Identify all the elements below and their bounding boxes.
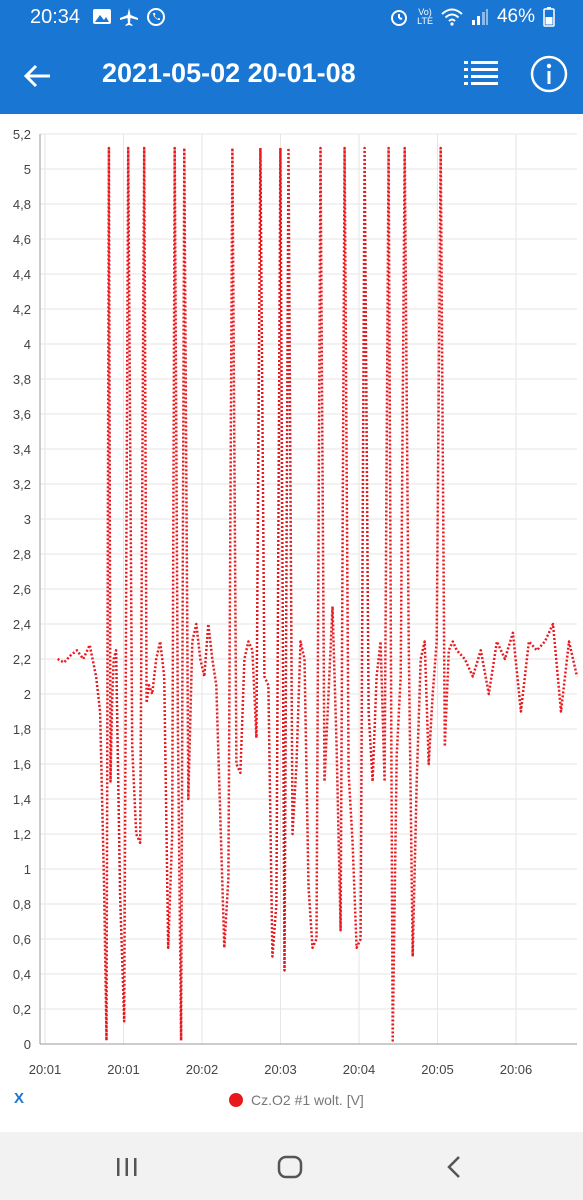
y-tick-label: 1 bbox=[24, 862, 31, 877]
y-tick-label: 4,6 bbox=[13, 232, 31, 247]
home-icon[interactable] bbox=[275, 1152, 305, 1182]
y-tick-label: 2,8 bbox=[13, 547, 31, 562]
y-tick-label: 2,4 bbox=[13, 617, 31, 632]
volte-label: Vo) bbox=[418, 7, 432, 17]
y-tick-label: 3,4 bbox=[13, 442, 31, 457]
y-tick-label: 0,8 bbox=[13, 897, 31, 912]
image-icon bbox=[93, 9, 111, 24]
x-tick-label: 20:03 bbox=[264, 1062, 297, 1077]
page-title: 2021-05-02 20-01-08 bbox=[102, 58, 356, 88]
line-chart[interactable]: 0 0,2 0,4 0,6 0,8 1 1,2 1,4 1,6 1,8 2 2,2 2,4 2,6 2,8 3… bbox=[0, 114, 583, 1132]
y-tick-label: 3,8 bbox=[13, 372, 31, 387]
y-tick-label: 5 bbox=[24, 162, 31, 177]
volte-indicator: Vo) LTE bbox=[417, 8, 433, 26]
battery-icon bbox=[543, 7, 555, 27]
battery-percent: 46% bbox=[496, 6, 535, 27]
airplane-icon bbox=[120, 8, 138, 26]
navigation-bar bbox=[0, 1132, 583, 1200]
x-tick-label: 20:06 bbox=[500, 1062, 533, 1077]
wifi-icon bbox=[441, 8, 463, 26]
app-bar: 2021-05-02 20-01-08 bbox=[0, 36, 583, 114]
y-tick-label: 4,2 bbox=[13, 302, 31, 317]
y-tick-label: 1,2 bbox=[13, 827, 31, 842]
legend-marker bbox=[229, 1093, 243, 1107]
y-tick-label: 4,8 bbox=[13, 197, 31, 212]
system-icons: Vo) LTE 46% bbox=[389, 6, 555, 28]
x-tick-label: 20:01 bbox=[107, 1062, 140, 1077]
y-tick-label: 2,2 bbox=[13, 652, 31, 667]
lte-label: LTE bbox=[417, 16, 433, 26]
y-tick-label: 0,4 bbox=[13, 967, 31, 982]
y-tick-label: 4 bbox=[24, 337, 31, 352]
back-icon[interactable] bbox=[440, 1152, 470, 1182]
x-tick-label: 20:04 bbox=[343, 1062, 376, 1077]
recent-apps-icon[interactable] bbox=[112, 1152, 142, 1182]
y-tick-label: 0,2 bbox=[13, 1002, 31, 1017]
status-bar: 20:34 Vo) LTE 46% bbox=[0, 0, 583, 36]
x-axis-toggle[interactable]: X bbox=[14, 1090, 25, 1107]
y-tick-label: 2,6 bbox=[13, 582, 31, 597]
y-tick-label: 3,6 bbox=[13, 407, 31, 422]
series-line-0 bbox=[57, 146, 579, 1042]
legend-label: Cz.O2 #1 wolt. [V] bbox=[251, 1092, 364, 1108]
back-arrow-icon[interactable] bbox=[20, 58, 56, 94]
x-tick-label: 20:05 bbox=[421, 1062, 454, 1077]
y-tick-label: 0,6 bbox=[13, 932, 31, 947]
legend[interactable]: Cz.O2 #1 wolt. [V] bbox=[229, 1092, 364, 1108]
whatsapp-icon bbox=[147, 8, 165, 26]
notification-icons bbox=[92, 7, 166, 27]
y-tick-label: 0 bbox=[24, 1037, 31, 1052]
x-tick-label: 20:02 bbox=[186, 1062, 219, 1077]
info-icon[interactable] bbox=[530, 55, 568, 93]
y-tick-label: 1,8 bbox=[13, 722, 31, 737]
alarm-icon bbox=[391, 10, 408, 26]
y-tick-label: 2 bbox=[24, 687, 31, 702]
y-tick-label: 5,2 bbox=[13, 127, 31, 142]
y-tick-label: 4,4 bbox=[13, 267, 31, 282]
chart-area[interactable]: 0 0,2 0,4 0,6 0,8 1 1,2 1,4 1,6 1,8 2 2,2 2,4 2,6 2,8 3… bbox=[0, 114, 583, 1132]
signal-icon bbox=[471, 9, 488, 25]
y-tick-label: 3 bbox=[24, 512, 31, 527]
y-tick-label: 3,2 bbox=[13, 477, 31, 492]
list-icon[interactable] bbox=[462, 56, 500, 92]
y-tick-label: 1,4 bbox=[13, 792, 31, 807]
status-time: 20:34 bbox=[30, 6, 81, 28]
x-tick-label: 20:01 bbox=[29, 1062, 62, 1077]
y-tick-label: 1,6 bbox=[13, 757, 31, 772]
